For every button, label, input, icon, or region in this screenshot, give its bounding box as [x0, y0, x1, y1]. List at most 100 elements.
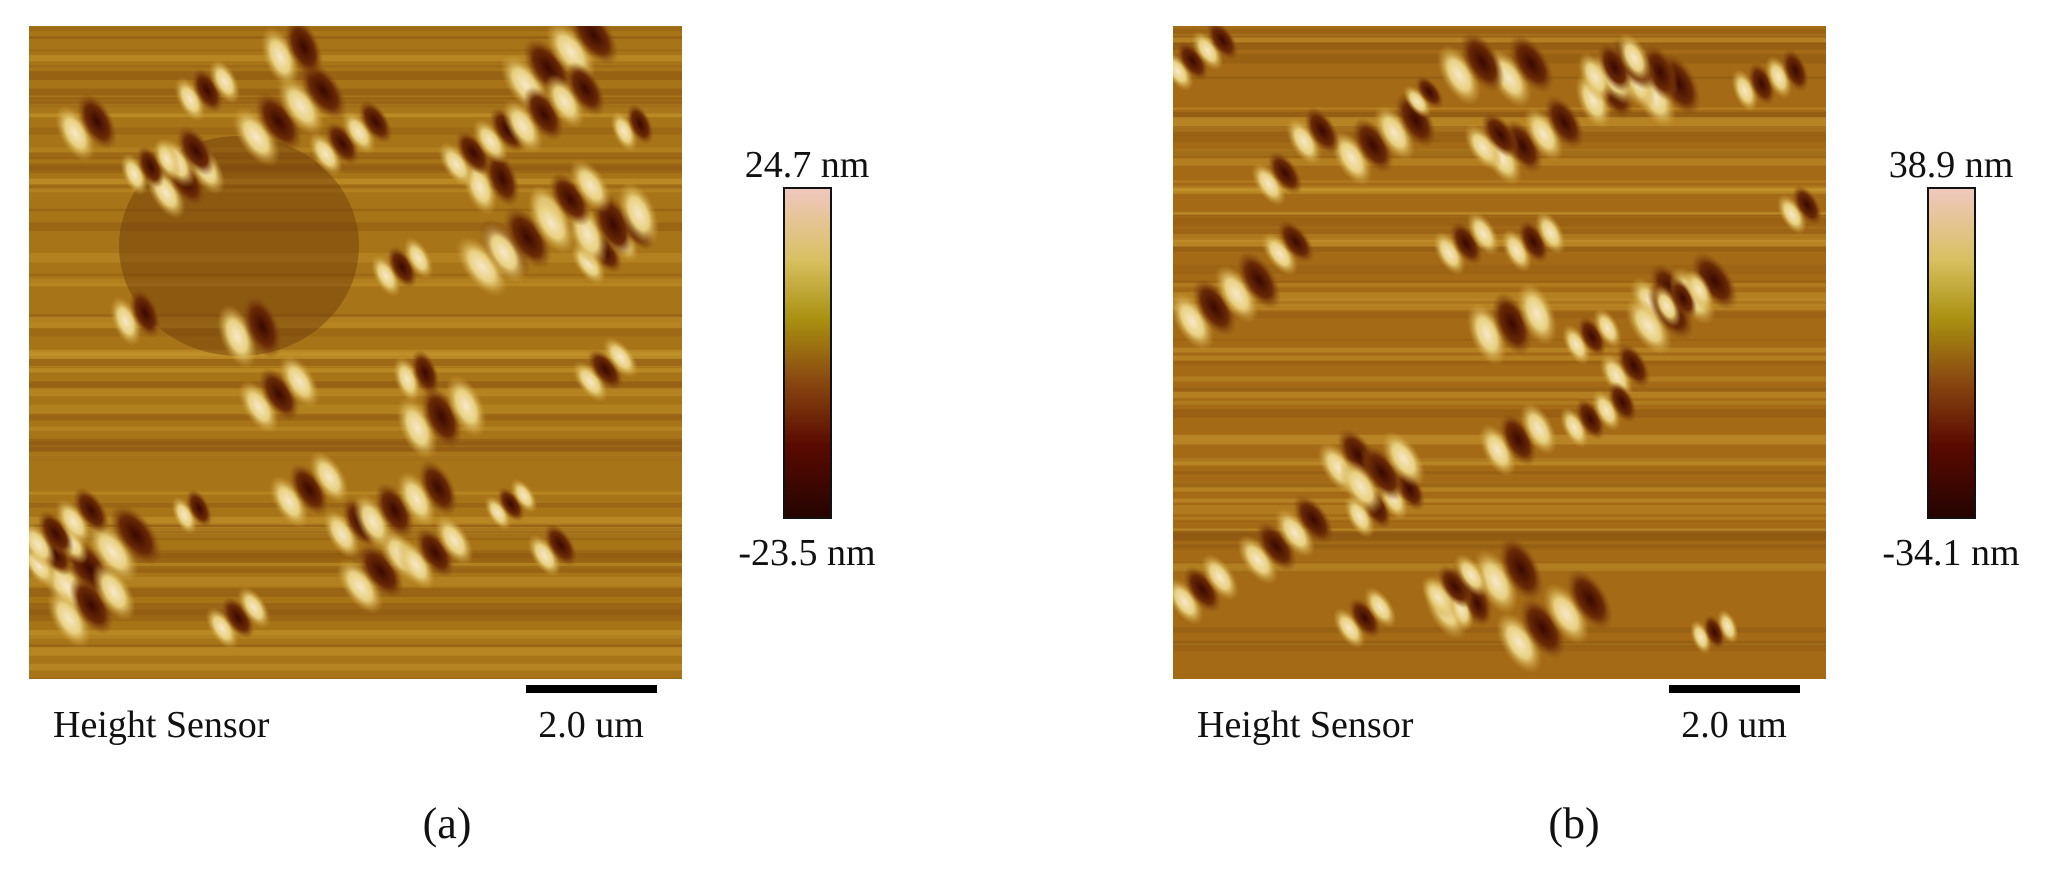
stripe: [396, 471, 437, 528]
stripe: [1481, 111, 1520, 159]
stripe: [569, 158, 612, 213]
stripe: [1499, 413, 1537, 466]
stripe: [568, 26, 619, 66]
domain-blob: [1436, 31, 1505, 106]
stripe: [1792, 185, 1823, 226]
stripe: [1415, 75, 1444, 109]
stripe: [1516, 281, 1558, 346]
stripe: [176, 125, 216, 176]
scan-streak: [1173, 280, 1826, 284]
scan-streak: [1173, 532, 1826, 541]
stripe: [1542, 583, 1590, 645]
stripe: [1237, 535, 1279, 585]
stripe: [1616, 342, 1651, 389]
scan-streak: [1173, 482, 1826, 488]
scan-streak: [1173, 188, 1826, 192]
scan-streak: [29, 629, 682, 636]
stripe: [1348, 597, 1382, 639]
domain-blob: [610, 103, 654, 152]
stripe: [258, 367, 300, 421]
scan-streak: [1173, 400, 1826, 405]
stripe: [232, 107, 280, 167]
stripe: [1616, 32, 1652, 83]
stripe: [278, 355, 320, 409]
domain-blob: [1421, 553, 1489, 620]
scan-streak: [1173, 543, 1826, 547]
stripe: [396, 539, 436, 590]
stripe: [336, 558, 384, 614]
scan-streak: [29, 65, 682, 68]
scan-streak: [1173, 246, 1826, 252]
scan-streak: [1173, 228, 1826, 239]
domain-blob: [396, 374, 487, 460]
domain-blob: [1731, 48, 1809, 113]
stripe: [1331, 130, 1373, 186]
domain-blob: [527, 523, 578, 577]
stripe: [415, 527, 455, 578]
stripe: [1591, 389, 1621, 432]
stripe: [1339, 458, 1383, 515]
stripe: [527, 191, 576, 255]
scan-streak: [29, 677, 682, 679]
stripe: [205, 607, 239, 650]
sensor-label: Height Sensor: [53, 704, 270, 746]
scan-streak: [1173, 387, 1826, 392]
stripe: [174, 77, 206, 122]
stripe: [29, 521, 57, 569]
scan-streak: [1173, 211, 1826, 215]
scan-streak: [29, 615, 682, 622]
stripe: [1523, 107, 1564, 162]
stripe: [617, 181, 660, 247]
domain-blob: [238, 355, 320, 434]
domain-blob: [1578, 32, 1652, 103]
stripe: [565, 61, 606, 117]
scan-streak: [29, 49, 682, 52]
domain-blob: [46, 562, 136, 648]
scan-streak: [29, 188, 682, 193]
stripe: [1466, 211, 1500, 256]
domain-blob: [1173, 26, 1239, 92]
scan-streak: [1173, 376, 1826, 382]
domain-blob: [396, 515, 474, 590]
stripe: [445, 374, 487, 438]
scan-streak: [1173, 519, 1826, 522]
stripe: [403, 237, 434, 280]
stripe: [358, 99, 393, 144]
domain-blob: [1501, 210, 1566, 273]
stripe: [55, 498, 92, 546]
stripe: [308, 132, 343, 176]
stripe: [1173, 292, 1215, 351]
stripe: [1191, 30, 1224, 71]
scan-streak: [1173, 505, 1826, 515]
stripe: [1173, 578, 1204, 625]
sensor-label: Height Sensor: [1197, 704, 1414, 746]
scan-streak: [1173, 107, 1826, 110]
scan-streak: [1173, 234, 1826, 242]
stripe: [479, 221, 528, 284]
stripe: [1236, 251, 1281, 310]
stripe: [1460, 31, 1505, 93]
stripe: [1206, 26, 1239, 60]
stripe: [1251, 162, 1287, 206]
stripe: [1192, 278, 1237, 337]
scan-streak: [29, 553, 682, 563]
scan-streak: [1173, 239, 1826, 247]
stripe: [455, 236, 508, 297]
stripe: [572, 361, 609, 402]
scan-streak: [29, 97, 682, 100]
scan-streak: [29, 611, 682, 616]
stripe: [1176, 41, 1209, 81]
stripe: [1575, 398, 1605, 440]
scan-streak: [1173, 33, 1826, 43]
domain-blob: [1339, 430, 1426, 515]
scan-streak: [29, 352, 682, 356]
stripe: [171, 496, 198, 535]
scan-streak: [1173, 528, 1826, 531]
stripe: [1453, 553, 1489, 597]
stripe: [497, 487, 525, 522]
scan-streak: [1173, 516, 1826, 521]
scan-streak: [29, 414, 682, 417]
scan-streak: [29, 426, 682, 431]
stripe: [1577, 316, 1607, 357]
stripe: [1566, 568, 1613, 631]
